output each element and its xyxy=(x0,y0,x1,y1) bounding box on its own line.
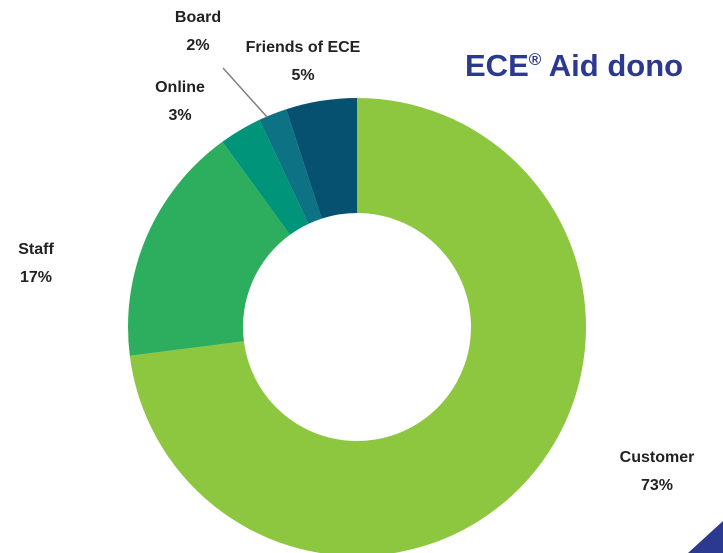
slice-value-online: 3% xyxy=(168,107,192,124)
donut-slice-board xyxy=(259,109,322,224)
slice-name-customer: Customer xyxy=(619,449,695,466)
chart-title: ECE® Aid dono xyxy=(465,48,684,83)
donut-slice-friends-of-ece xyxy=(286,98,357,219)
donut-slice-customer xyxy=(129,98,586,553)
slice-name-online: Online xyxy=(155,79,205,96)
donut-slices xyxy=(128,98,586,553)
slice-name-friends-of-ece: Friends of ECE xyxy=(245,39,361,56)
slice-name-staff: Staff xyxy=(18,241,54,258)
board-leader-line xyxy=(222,67,268,118)
data-label-online: Online 3% xyxy=(155,74,205,130)
data-label-customer: Customer 73% xyxy=(620,444,695,500)
donut-slice-online xyxy=(222,119,309,235)
donut-slice-staff xyxy=(128,141,290,356)
slice-value-customer: 73% xyxy=(640,477,674,494)
data-label-board: Board 2% xyxy=(175,4,221,60)
data-label-staff: Staff 17% xyxy=(18,236,54,292)
slice-value-staff: 17% xyxy=(19,269,53,286)
corner-accent-shape xyxy=(688,521,723,553)
data-label-friends-of-ece: Friends of ECE 5% xyxy=(246,34,361,90)
slice-value-board: 2% xyxy=(186,37,210,54)
slice-value-friends-of-ece: 5% xyxy=(291,67,315,84)
slice-name-board: Board xyxy=(174,9,222,26)
